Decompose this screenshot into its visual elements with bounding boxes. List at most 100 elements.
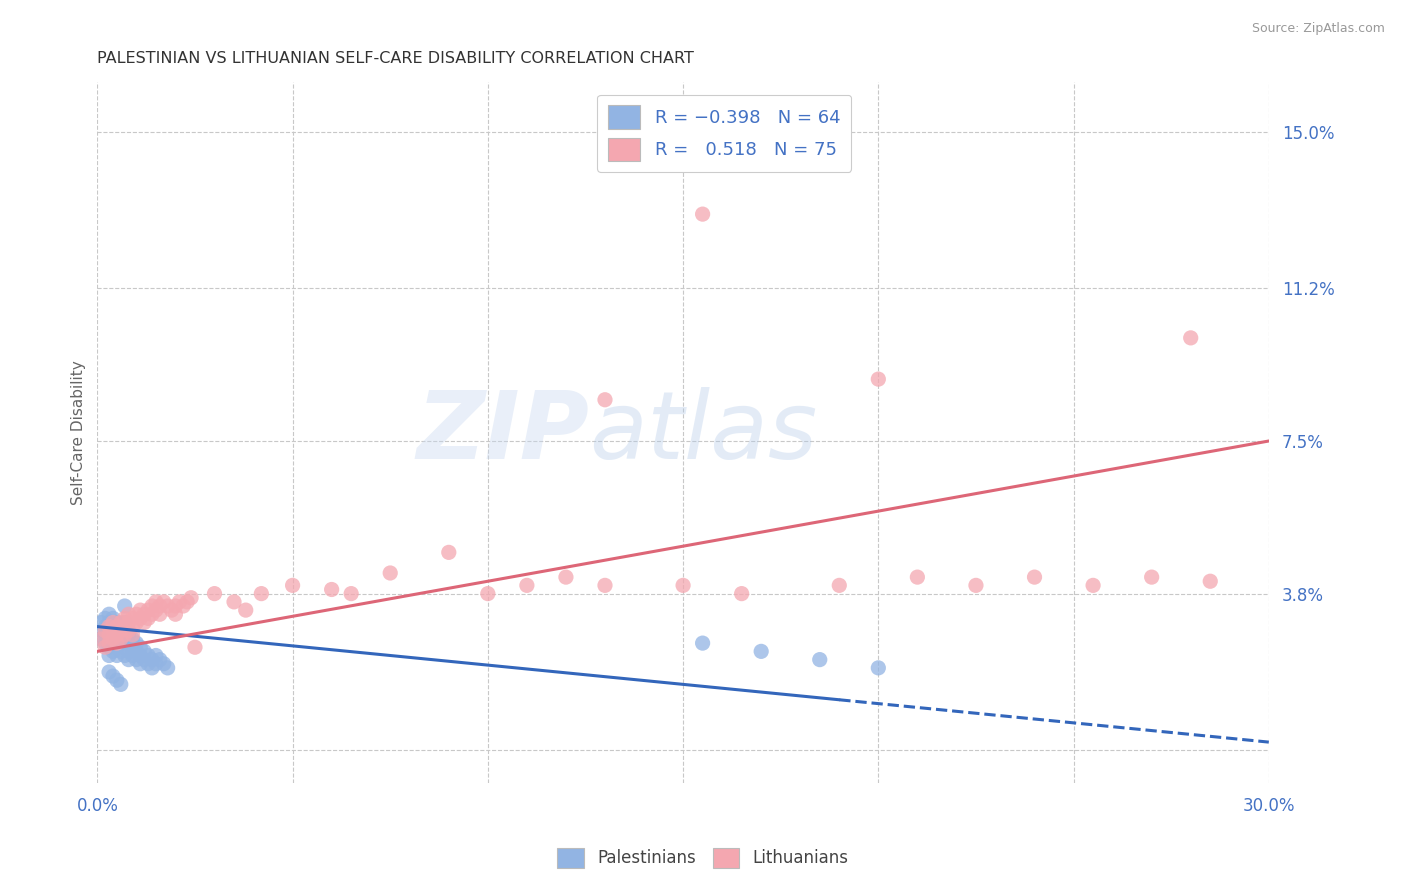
Point <box>477 586 499 600</box>
Point <box>114 648 136 663</box>
Point <box>98 628 121 642</box>
Point <box>129 640 152 655</box>
Point <box>110 632 132 646</box>
Text: Source: ZipAtlas.com: Source: ZipAtlas.com <box>1251 22 1385 36</box>
Point <box>98 648 121 663</box>
Point <box>868 661 890 675</box>
Point <box>169 595 191 609</box>
Point <box>129 603 152 617</box>
Point <box>593 578 616 592</box>
Point <box>156 599 179 613</box>
Point <box>105 636 128 650</box>
Point <box>125 615 148 630</box>
Point <box>749 644 772 658</box>
Point <box>905 570 928 584</box>
Point <box>114 624 136 638</box>
Point <box>672 578 695 592</box>
Point <box>98 636 121 650</box>
Legend: Palestinians, Lithuanians: Palestinians, Lithuanians <box>551 841 855 875</box>
Point <box>160 603 183 617</box>
Point <box>808 652 831 666</box>
Point <box>145 603 167 617</box>
Point <box>105 615 128 630</box>
Point <box>117 607 139 622</box>
Point <box>1024 570 1046 584</box>
Point <box>101 619 124 633</box>
Point <box>98 615 121 630</box>
Point <box>1199 574 1222 589</box>
Point <box>114 628 136 642</box>
Point <box>121 648 143 663</box>
Point <box>156 661 179 675</box>
Point <box>136 611 159 625</box>
Point <box>593 392 616 407</box>
Point <box>114 599 136 613</box>
Point <box>121 619 143 633</box>
Point <box>110 615 132 630</box>
Point <box>110 619 132 633</box>
Point <box>222 595 245 609</box>
Point <box>105 624 128 638</box>
Point <box>141 661 163 675</box>
Point <box>145 595 167 609</box>
Point <box>134 652 156 666</box>
Point <box>114 611 136 625</box>
Point <box>281 578 304 592</box>
Point <box>114 619 136 633</box>
Point <box>136 657 159 671</box>
Point <box>165 599 187 613</box>
Point <box>129 648 152 663</box>
Point <box>101 644 124 658</box>
Point <box>114 615 136 630</box>
Text: atlas: atlas <box>589 387 818 478</box>
Point <box>101 624 124 638</box>
Point <box>152 657 174 671</box>
Point <box>90 632 112 646</box>
Point <box>1140 570 1163 584</box>
Point <box>516 578 538 592</box>
Point <box>149 652 172 666</box>
Point <box>105 648 128 663</box>
Y-axis label: Self-Care Disability: Self-Care Disability <box>72 360 86 505</box>
Point <box>94 640 117 655</box>
Point <box>105 619 128 633</box>
Point <box>141 652 163 666</box>
Point <box>110 644 132 658</box>
Point <box>90 624 112 638</box>
Point <box>121 632 143 646</box>
Point <box>868 372 890 386</box>
Point <box>101 636 124 650</box>
Point <box>110 624 132 638</box>
Point <box>110 677 132 691</box>
Point <box>94 619 117 633</box>
Point <box>101 669 124 683</box>
Point <box>98 665 121 679</box>
Point <box>98 632 121 646</box>
Point <box>105 640 128 655</box>
Point <box>117 644 139 658</box>
Point <box>380 566 402 580</box>
Point <box>134 644 156 658</box>
Point <box>136 603 159 617</box>
Point <box>149 599 172 613</box>
Point <box>90 615 112 630</box>
Point <box>145 648 167 663</box>
Point <box>94 624 117 638</box>
Point <box>98 624 121 638</box>
Point <box>105 632 128 646</box>
Point <box>125 636 148 650</box>
Point <box>101 611 124 625</box>
Point <box>125 644 148 658</box>
Point <box>94 628 117 642</box>
Point <box>125 607 148 622</box>
Point <box>172 599 194 613</box>
Point <box>437 545 460 559</box>
Point <box>117 628 139 642</box>
Point <box>90 632 112 646</box>
Point <box>321 582 343 597</box>
Point <box>101 615 124 630</box>
Point <box>98 607 121 622</box>
Point <box>204 586 226 600</box>
Point <box>94 611 117 625</box>
Point <box>121 611 143 625</box>
